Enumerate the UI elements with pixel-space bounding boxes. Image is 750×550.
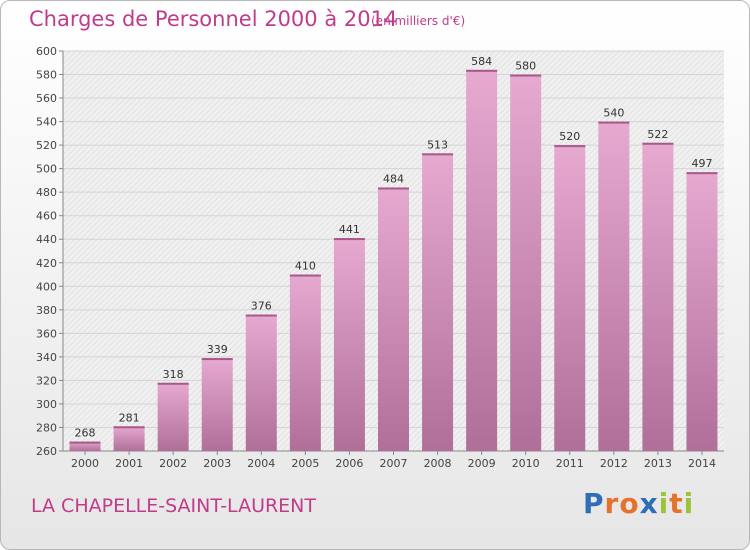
x-tick-label-2014: 2014 <box>688 457 716 470</box>
bar-2007 <box>378 187 409 451</box>
bar-2012 <box>598 121 630 452</box>
y-tick-label: 400 <box>36 280 57 293</box>
bar-2014 <box>686 172 718 452</box>
y-tick-label: 340 <box>36 351 57 364</box>
data-label-2011: 520 <box>559 130 580 143</box>
x-tick-label-2007: 2007 <box>380 457 408 470</box>
data-label-2014: 497 <box>691 157 712 170</box>
y-tick-label: 360 <box>36 327 57 340</box>
data-label-2005: 410 <box>295 260 316 273</box>
x-tick-label-2010: 2010 <box>512 457 540 470</box>
bar-2004 <box>245 314 277 451</box>
y-tick-label: 440 <box>36 233 57 246</box>
logo-letter: P <box>583 487 605 520</box>
bar-top-edge <box>686 172 718 175</box>
bar-top-edge <box>245 314 277 317</box>
x-tick-label-2001: 2001 <box>115 457 143 470</box>
proxiti-logo[interactable]: Proxiti <box>583 487 694 520</box>
data-label-2010: 580 <box>515 60 536 73</box>
x-tick-label-2005: 2005 <box>291 457 319 470</box>
bar-top-edge <box>554 145 586 148</box>
bar-2003 <box>201 358 233 451</box>
commune-name: LA CHAPELLE-SAINT-LAURENT <box>31 495 316 517</box>
bar-top-edge <box>378 187 409 190</box>
bar-2011 <box>554 145 586 451</box>
bar-2002 <box>157 382 189 451</box>
x-tick-label-2011: 2011 <box>556 457 584 470</box>
bar-top-edge <box>201 358 233 361</box>
y-tick-label: 580 <box>36 69 57 82</box>
data-label-2009: 584 <box>471 55 492 68</box>
y-tick-label: 280 <box>36 421 57 434</box>
y-tick-label: 260 <box>36 445 57 458</box>
x-tick-label-2002: 2002 <box>159 457 187 470</box>
y-tick-label: 380 <box>36 304 57 317</box>
bar-2008 <box>422 153 454 451</box>
bar-2005 <box>289 274 321 451</box>
x-tick-label-2004: 2004 <box>247 457 275 470</box>
bar-top-edge <box>289 274 321 277</box>
bar-top-edge <box>466 69 498 72</box>
y-tick-label: 320 <box>36 374 57 387</box>
logo-letter: i <box>658 487 670 520</box>
bar-top-edge <box>69 441 101 444</box>
x-tick-label-2012: 2012 <box>600 457 628 470</box>
y-tick-label: 480 <box>36 186 57 199</box>
bar-top-edge <box>510 74 542 77</box>
chart-title: Charges de Personnel 2000 à 2014 <box>29 7 398 31</box>
bar-top-edge <box>422 153 454 156</box>
chart-subtitle: (en milliers d'€) <box>371 14 466 28</box>
x-tick-label-2009: 2009 <box>468 457 496 470</box>
data-label-2004: 376 <box>251 300 272 313</box>
bar-2010 <box>510 74 542 451</box>
data-label-2002: 318 <box>163 368 184 381</box>
y-tick-label: 600 <box>36 45 57 58</box>
bar-2009 <box>466 69 498 451</box>
x-tick-label-2006: 2006 <box>335 457 363 470</box>
bar-top-edge <box>642 142 674 145</box>
bar-2000 <box>69 441 101 451</box>
y-tick-label: 500 <box>36 163 57 176</box>
x-tick-label-2013: 2013 <box>644 457 672 470</box>
bar-2006 <box>333 238 365 451</box>
y-tick-label: 300 <box>36 398 57 411</box>
y-tick-label: 540 <box>36 116 57 129</box>
bar-top-edge <box>113 426 145 429</box>
data-label-2000: 268 <box>75 427 96 440</box>
data-label-2006: 441 <box>339 223 360 236</box>
bar-top-edge <box>333 238 365 241</box>
data-label-2008: 513 <box>427 138 448 151</box>
y-tick-label: 520 <box>36 139 57 152</box>
y-tick-label: 420 <box>36 257 57 270</box>
x-tick-label-2008: 2008 <box>424 457 452 470</box>
logo-letter: o <box>619 487 640 520</box>
logo-letter: i <box>683 487 695 520</box>
data-label-2013: 522 <box>647 128 668 141</box>
bar-2001 <box>113 426 145 451</box>
bar-2013 <box>642 142 674 451</box>
y-tick-label: 460 <box>36 210 57 223</box>
bar-top-edge <box>157 382 189 385</box>
logo-letter: x <box>639 487 659 520</box>
bar-top-edge <box>598 121 630 124</box>
logo-letter: t <box>669 487 684 520</box>
x-tick-label-2003: 2003 <box>203 457 231 470</box>
data-label-2001: 281 <box>119 411 140 424</box>
data-label-2007: 484 <box>383 172 404 185</box>
data-label-2012: 540 <box>603 107 624 120</box>
data-label-2003: 339 <box>207 343 228 356</box>
logo-letter: r <box>604 487 620 520</box>
x-tick-label-2000: 2000 <box>71 457 99 470</box>
y-tick-label: 560 <box>36 92 57 105</box>
